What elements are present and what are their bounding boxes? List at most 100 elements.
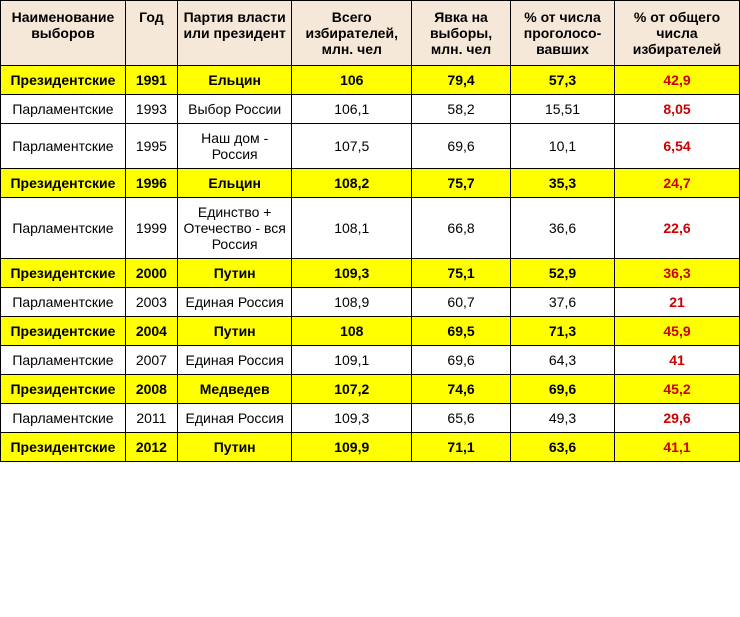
header-turnout: Явка на выборы, млн. чел	[412, 1, 511, 66]
table-cell: 109,9	[292, 433, 412, 462]
table-cell: 106	[292, 66, 412, 95]
table-cell: 109,3	[292, 259, 412, 288]
table-cell: 64,3	[510, 346, 614, 375]
table-cell: Единая Россия	[177, 404, 291, 433]
table-cell: Парламентские	[1, 404, 126, 433]
table-cell: 108,1	[292, 198, 412, 259]
table-row: Президентские1996Ельцин108,275,735,324,7	[1, 169, 740, 198]
header-row: Наименование выборов Год Партия власти и…	[1, 1, 740, 66]
table-cell: 108,9	[292, 288, 412, 317]
table-cell: 2000	[125, 259, 177, 288]
table-cell: 58,2	[412, 95, 511, 124]
table-cell: Единство + Отечество - вся Россия	[177, 198, 291, 259]
table-cell: 36,3	[615, 259, 740, 288]
table-cell: Президентские	[1, 317, 126, 346]
table-cell: 63,6	[510, 433, 614, 462]
table-row: Парламентские1999Единство + Отечество - …	[1, 198, 740, 259]
table-cell: 6,54	[615, 124, 740, 169]
table-cell: 1993	[125, 95, 177, 124]
table-cell: 1999	[125, 198, 177, 259]
table-cell: 71,1	[412, 433, 511, 462]
table-row: Президентские2004Путин10869,571,345,9	[1, 317, 740, 346]
table-header: Наименование выборов Год Партия власти и…	[1, 1, 740, 66]
table-cell: 107,2	[292, 375, 412, 404]
table-row: Парламентские2003Единая Россия108,960,73…	[1, 288, 740, 317]
table-cell: Путин	[177, 259, 291, 288]
table-cell: Президентские	[1, 169, 126, 198]
table-cell: Ельцин	[177, 66, 291, 95]
table-cell: Парламентские	[1, 346, 126, 375]
table-row: Парламентские1995Наш дом - Россия107,569…	[1, 124, 740, 169]
table-cell: Медведев	[177, 375, 291, 404]
header-pct-all: % от общего числа избирателей	[615, 1, 740, 66]
header-party: Партия власти или президент	[177, 1, 291, 66]
table-row: Парламентские2011Единая Россия109,365,64…	[1, 404, 740, 433]
table-cell: 75,7	[412, 169, 511, 198]
header-pct-voted: % от числа проголосо-вавших	[510, 1, 614, 66]
table-cell: 8,05	[615, 95, 740, 124]
header-total-voters: Всего избирателей, млн. чел	[292, 1, 412, 66]
table-cell: 65,6	[412, 404, 511, 433]
table-cell: 52,9	[510, 259, 614, 288]
table-cell: 2011	[125, 404, 177, 433]
table-cell: 1995	[125, 124, 177, 169]
table-cell: 109,3	[292, 404, 412, 433]
table-row: Парламентские2007Единая Россия109,169,66…	[1, 346, 740, 375]
table-body: Президентские1991Ельцин10679,457,342,9Па…	[1, 66, 740, 462]
table-cell: Президентские	[1, 375, 126, 404]
table-cell: 42,9	[615, 66, 740, 95]
table-cell: 15,51	[510, 95, 614, 124]
table-cell: 74,6	[412, 375, 511, 404]
table-cell: 2003	[125, 288, 177, 317]
table-cell: Президентские	[1, 66, 126, 95]
table-cell: 10,1	[510, 124, 614, 169]
table-cell: Путин	[177, 433, 291, 462]
table-cell: Выбор России	[177, 95, 291, 124]
table-cell: 106,1	[292, 95, 412, 124]
table-cell: Ельцин	[177, 169, 291, 198]
table-cell: 2007	[125, 346, 177, 375]
table-cell: 21	[615, 288, 740, 317]
table-cell: Наш дом - Россия	[177, 124, 291, 169]
table-cell: 108	[292, 317, 412, 346]
table-cell: 109,1	[292, 346, 412, 375]
table-cell: 1991	[125, 66, 177, 95]
header-year: Год	[125, 1, 177, 66]
table-row: Президентские2012Путин109,971,163,641,1	[1, 433, 740, 462]
table-cell: 35,3	[510, 169, 614, 198]
table-row: Президентские2008Медведев107,274,669,645…	[1, 375, 740, 404]
table-cell: 41,1	[615, 433, 740, 462]
table-cell: 2008	[125, 375, 177, 404]
table-row: Президентские2000Путин109,375,152,936,3	[1, 259, 740, 288]
table-cell: 29,6	[615, 404, 740, 433]
table-cell: 45,2	[615, 375, 740, 404]
table-cell: 79,4	[412, 66, 511, 95]
table-cell: 107,5	[292, 124, 412, 169]
table-cell: 66,8	[412, 198, 511, 259]
table-cell: Парламентские	[1, 198, 126, 259]
table-cell: Президентские	[1, 433, 126, 462]
table-cell: 37,6	[510, 288, 614, 317]
table-cell: Президентские	[1, 259, 126, 288]
table-cell: Путин	[177, 317, 291, 346]
table-cell: Парламентские	[1, 95, 126, 124]
table-cell: 69,5	[412, 317, 511, 346]
table-cell: 75,1	[412, 259, 511, 288]
table-cell: 57,3	[510, 66, 614, 95]
table-cell: 71,3	[510, 317, 614, 346]
table-cell: Единая Россия	[177, 288, 291, 317]
table-cell: 24,7	[615, 169, 740, 198]
table-cell: 1996	[125, 169, 177, 198]
table-cell: 45,9	[615, 317, 740, 346]
table-cell: Парламентские	[1, 288, 126, 317]
table-cell: Парламентские	[1, 124, 126, 169]
table-cell: 49,3	[510, 404, 614, 433]
table-cell: 60,7	[412, 288, 511, 317]
table-cell: 69,6	[510, 375, 614, 404]
table-cell: 2012	[125, 433, 177, 462]
table-cell: 2004	[125, 317, 177, 346]
table-row: Парламентские1993Выбор России106,158,215…	[1, 95, 740, 124]
table-cell: 36,6	[510, 198, 614, 259]
table-cell: 69,6	[412, 124, 511, 169]
table-cell: 22,6	[615, 198, 740, 259]
